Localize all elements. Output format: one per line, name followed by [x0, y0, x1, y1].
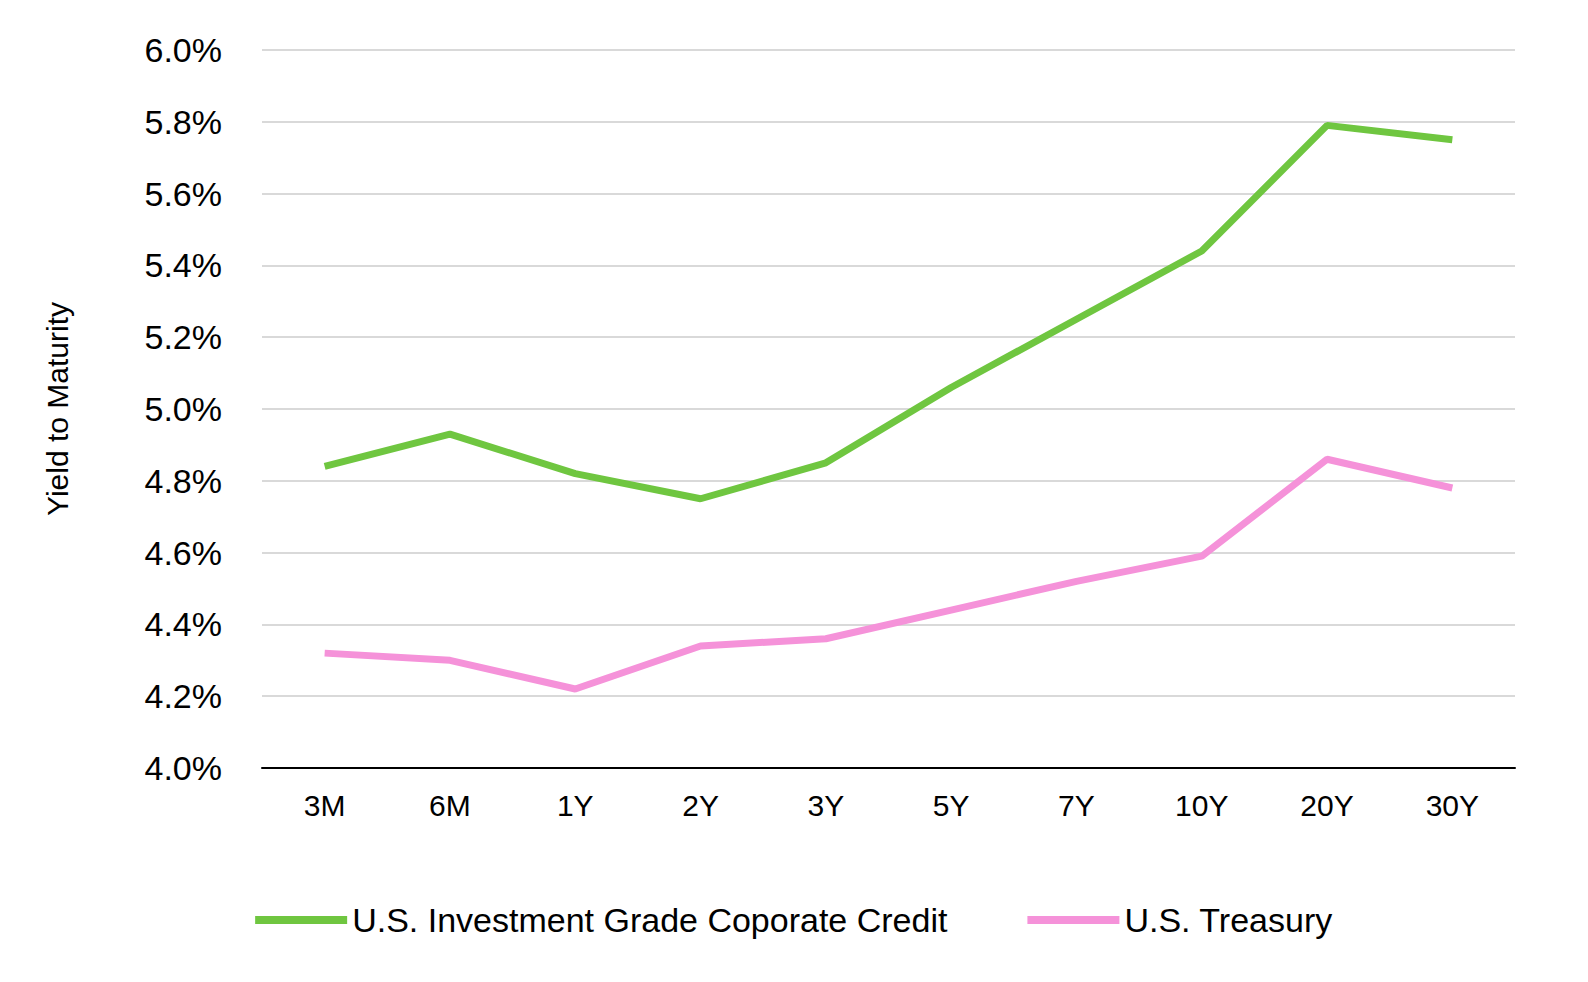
svg-text:2Y: 2Y	[682, 789, 719, 822]
svg-text:U.S. Treasury: U.S. Treasury	[1124, 901, 1332, 939]
svg-text:5.8%: 5.8%	[145, 103, 223, 141]
svg-text:30Y: 30Y	[1426, 789, 1479, 822]
svg-text:5.4%: 5.4%	[145, 246, 223, 284]
svg-text:6.0%: 6.0%	[145, 31, 223, 69]
svg-text:10Y: 10Y	[1175, 789, 1228, 822]
svg-text:5.6%: 5.6%	[145, 175, 223, 213]
svg-text:3M: 3M	[304, 789, 346, 822]
svg-text:4.6%: 4.6%	[145, 534, 223, 572]
svg-text:4.4%: 4.4%	[145, 605, 223, 643]
svg-text:7Y: 7Y	[1058, 789, 1095, 822]
svg-text:5.2%: 5.2%	[145, 318, 223, 356]
svg-text:20Y: 20Y	[1300, 789, 1353, 822]
svg-text:3Y: 3Y	[807, 789, 844, 822]
svg-text:Yield to Maturity: Yield to Maturity	[41, 302, 74, 516]
svg-text:6M: 6M	[429, 789, 471, 822]
svg-text:U.S. Investment Grade Coporate: U.S. Investment Grade Coporate Credit	[352, 901, 948, 939]
svg-text:4.2%: 4.2%	[145, 677, 223, 715]
svg-text:1Y: 1Y	[557, 789, 594, 822]
svg-text:4.8%: 4.8%	[145, 462, 223, 500]
svg-text:4.0%: 4.0%	[145, 749, 223, 787]
svg-text:5Y: 5Y	[933, 789, 970, 822]
svg-text:5.0%: 5.0%	[145, 390, 223, 428]
